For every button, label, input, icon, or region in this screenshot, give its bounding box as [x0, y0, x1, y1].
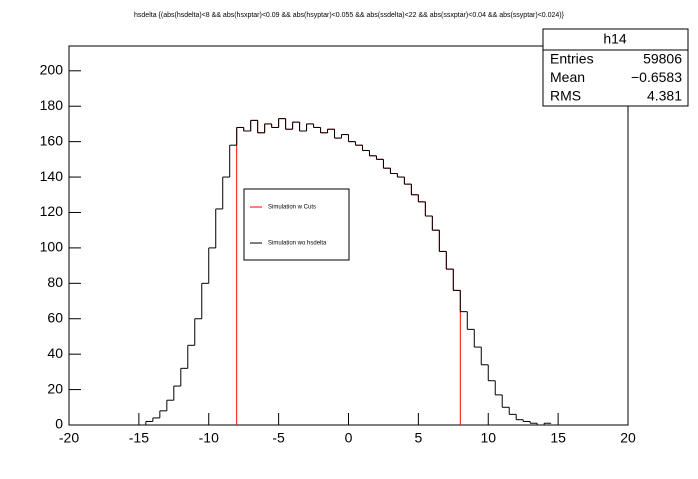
legend-box: [243, 188, 350, 261]
y-tick-label: 20: [47, 380, 63, 396]
stats-value: −0.6583: [631, 69, 682, 85]
legend-label: Simulation w Cuts: [268, 205, 316, 211]
y-tick-label: 160: [40, 132, 64, 148]
y-tick-label: 180: [40, 97, 64, 113]
y-tick-label: 60: [47, 309, 63, 325]
legend-label: Simulation wo hsdelta: [268, 241, 327, 247]
x-tick-label: 10: [480, 430, 496, 446]
stats-value: 59806: [643, 51, 682, 67]
stats-value: 4.381: [647, 88, 682, 104]
y-tick-label: 40: [47, 345, 63, 361]
x-tick-label: 5: [414, 430, 422, 446]
stats-key: Entries: [550, 51, 594, 67]
x-tick-label: 0: [345, 430, 353, 446]
y-tick-label: 100: [40, 239, 64, 255]
y-tick-label: 140: [40, 168, 64, 184]
stats-key: Mean: [550, 69, 585, 85]
stats-box: [542, 28, 689, 107]
x-tick-label: -15: [129, 430, 149, 446]
stats-title: h14: [603, 31, 627, 47]
y-tick-label: 0: [55, 416, 63, 432]
x-tick-label: 15: [550, 430, 566, 446]
chart-title: hsdelta {(abs(hsdelta)<8 && abs(hsxptar)…: [134, 12, 565, 19]
stats-key: RMS: [550, 88, 581, 104]
y-tick-label: 80: [47, 274, 63, 290]
x-tick-label: -5: [272, 430, 285, 446]
x-tick-label: -10: [199, 430, 219, 446]
y-tick-label: 120: [40, 203, 64, 219]
x-tick-label: 20: [620, 430, 636, 446]
x-tick-label: -20: [59, 430, 79, 446]
y-tick-label: 200: [40, 61, 64, 77]
